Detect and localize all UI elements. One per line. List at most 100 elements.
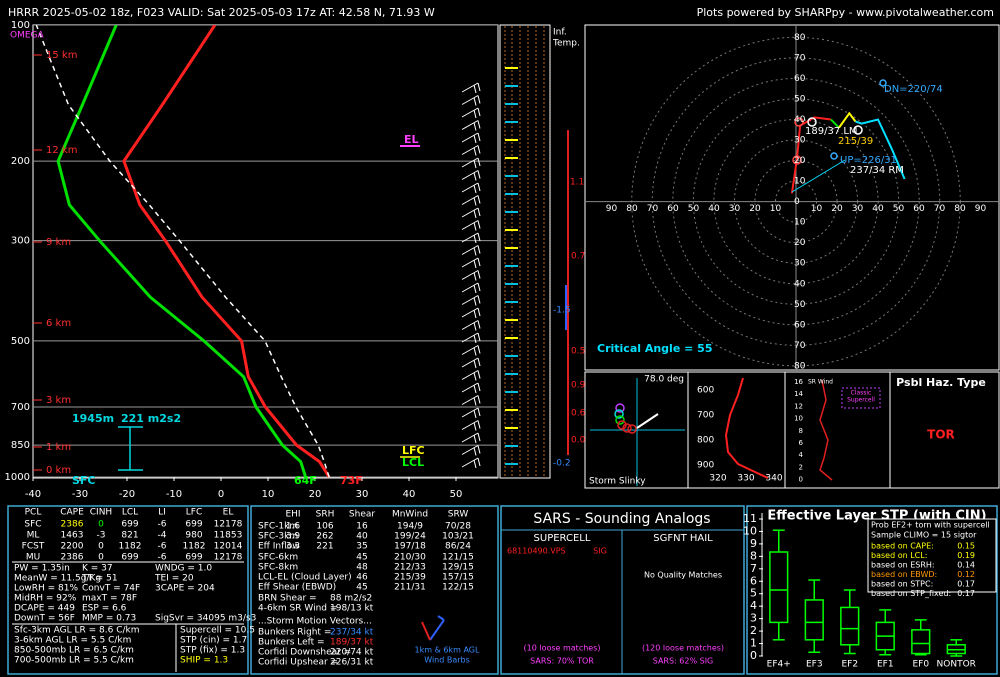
wind-barb (461, 95, 481, 106)
barb-flag (473, 409, 477, 419)
barb-flag (473, 347, 477, 356)
hazard-title: Psbl Haz. Type (896, 376, 986, 389)
hodo-y-tick-label: 60 (794, 320, 806, 330)
stp-y-tick-label: 1 (750, 637, 757, 650)
wind-barb (461, 182, 481, 194)
params-lapse: 3-6km AGL LR = 5.5 C/km (14, 636, 131, 646)
params-index: MMP = 0.73 (82, 614, 136, 624)
kin-motion: 226/31 kt (330, 658, 374, 668)
header-title: HRRR 2025-05-02 18z, F023 VALID: Sat 202… (8, 6, 435, 19)
kin-cell: 199/24 (394, 532, 426, 542)
barb-flag (473, 359, 477, 369)
barb-flag (477, 257, 481, 267)
wind-barb (461, 257, 481, 269)
params-lapse: 700-500mb LR = 5.5 C/km (14, 656, 134, 666)
kin-line: BRN Shear = (258, 594, 317, 604)
stp-y-tick-label: 9 (750, 537, 757, 550)
params-index: ConvT = 74F (82, 584, 140, 594)
slinky-vector (636, 413, 659, 429)
wind-barb (461, 307, 481, 319)
params-header: CAPE (60, 508, 84, 518)
box (840, 606, 860, 646)
barb-staff (461, 132, 479, 143)
barb-flag (473, 134, 477, 144)
inftemp-label: 0.5 (571, 347, 585, 357)
hodo-y-tick-label: 20 (794, 156, 806, 166)
barb-flag (477, 395, 481, 404)
annotation: SFC (72, 474, 96, 487)
hodo-label: Critical Angle = 55 (597, 342, 712, 355)
barb-flag (477, 82, 481, 92)
kin-cell: Eff Shear (EBWD) (258, 583, 336, 593)
params-lapse: STP (fix) = 1.3 (180, 646, 245, 656)
hodo-y-tick-label: 10 (794, 177, 806, 187)
inftemp-frame (499, 24, 551, 479)
marker (794, 117, 804, 127)
kin-motion: 237/34 kt (330, 628, 374, 638)
stp-y-tick-label: 7 (750, 562, 757, 575)
inftemp-label: 0.9 (571, 381, 586, 391)
kin-cell: 103/21 (442, 532, 474, 542)
hodo-y-tick-label: 80 (794, 33, 806, 43)
wind-barb (461, 332, 481, 344)
barb-staff (461, 157, 479, 168)
barb-flag (477, 220, 481, 229)
barb-staff (461, 407, 479, 418)
params-cell: 1463 (61, 531, 84, 541)
ring (622, 423, 632, 433)
barb-staff (461, 357, 479, 368)
marker (853, 125, 863, 135)
barb-staff (461, 207, 479, 218)
kin-cell: 221 (316, 542, 333, 552)
legend-row: based on EBWD: (871, 570, 937, 579)
params-header: LFC (186, 508, 202, 518)
marker (830, 152, 838, 160)
params-index: DCAPE = 449 (14, 604, 75, 614)
barb-staff (461, 232, 479, 243)
annotation: 73F (340, 474, 363, 487)
barb-staff (461, 245, 479, 255)
legend-sample: Sample CLIMO = 15 sigtor (871, 531, 977, 540)
height-label: 6 km (46, 318, 71, 329)
marker (792, 155, 802, 165)
wind-barb (461, 170, 481, 181)
srwind-tick: 10 (794, 415, 803, 423)
params-cell: FCST (22, 542, 45, 552)
annotation: LCL (402, 456, 424, 469)
storm-vector (791, 159, 846, 193)
barb-staff (461, 345, 479, 355)
y-tick-label: 1000 (5, 472, 30, 483)
kin-cell: 262 (316, 532, 333, 542)
thetae-profile (724, 377, 769, 479)
wind-barb (461, 320, 481, 331)
params-cell: SFC (24, 520, 41, 530)
wind-barb (461, 157, 481, 169)
barb-flag (477, 357, 481, 367)
hodo-trace (855, 118, 906, 180)
params-lapse: Sfc-3km AGL LR = 8.6 C/km (14, 626, 140, 636)
wind-barb (461, 395, 481, 406)
slinky-decor (590, 378, 685, 486)
barb-flag (473, 209, 477, 219)
kin-cell: 70/28 (445, 522, 471, 532)
barb-flag (477, 245, 481, 254)
inflow-marker (118, 426, 143, 471)
stp-y-tick-label: 10 (743, 524, 757, 537)
hodo-trace (838, 111, 857, 129)
barb-flag (473, 459, 477, 469)
hodo-x-tick-label: 70 (647, 204, 659, 214)
height-label: 0 km (46, 465, 71, 476)
kin-cell: 3.3 (286, 542, 300, 552)
barb-flag (473, 397, 477, 406)
params-lapse: 850-500mb LR = 6.5 C/km (14, 646, 134, 656)
stp-y-tick-label: 2 (750, 624, 757, 637)
hodo-x-tick-label: 20 (831, 204, 843, 214)
legend-row: 0.15 (957, 542, 975, 551)
barb-staff (461, 420, 479, 430)
wind-barb (461, 220, 481, 231)
kin-cell: Eff Inflow (258, 542, 300, 552)
stp-x-tick-label: EF4+ (767, 660, 791, 670)
barb-flag (473, 372, 477, 381)
